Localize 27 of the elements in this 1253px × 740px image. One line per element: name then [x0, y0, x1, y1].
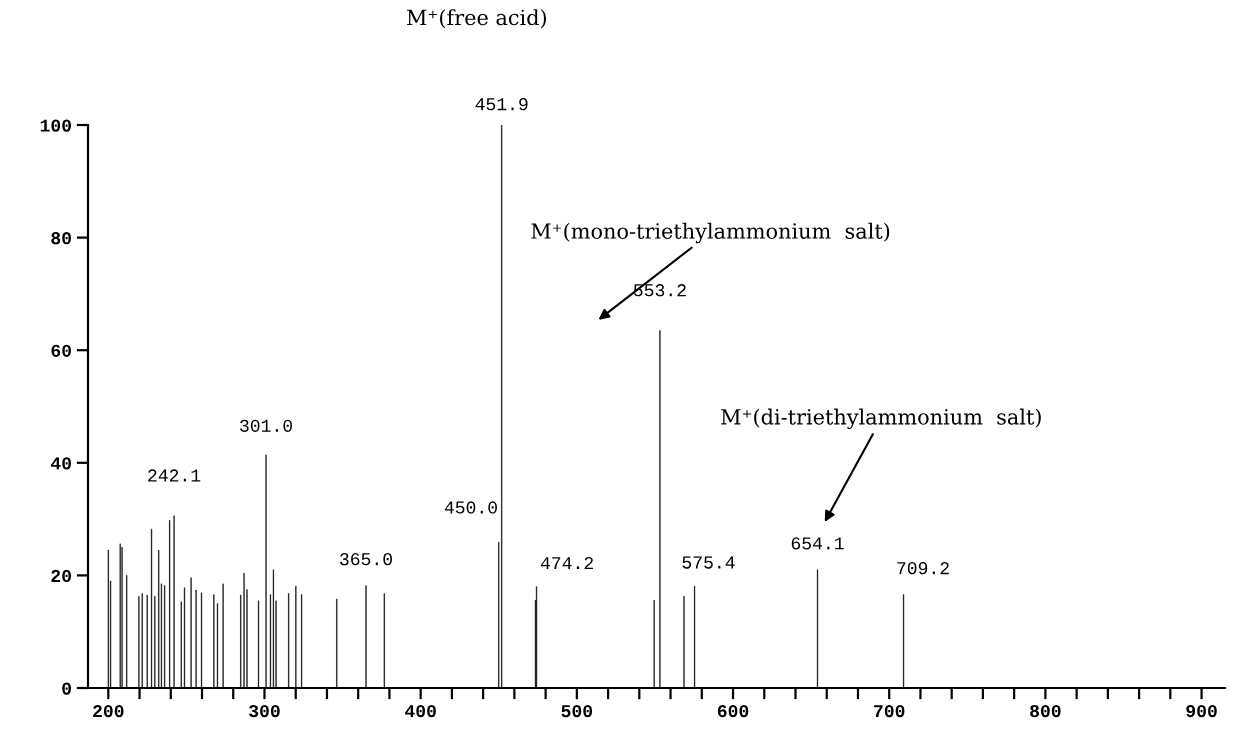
annotation: 365.0 — [340, 553, 392, 566]
annotation: 709.2 — [897, 562, 949, 575]
x-tick-label: 600 — [717, 704, 749, 718]
y-tick-label: 100 — [40, 119, 71, 132]
annotation: 301.0 — [240, 419, 293, 432]
annotation: 553.2 — [633, 284, 686, 297]
y-tick-label: 0 — [62, 682, 71, 695]
x-tick-label: 400 — [405, 704, 436, 718]
annotation: 575.4 — [682, 556, 735, 569]
x-tick-label: 800 — [1030, 704, 1061, 718]
annotation: 450.0 — [444, 501, 497, 514]
text: M⁺(free acid) — [407, 9, 547, 29]
annotation: 451.9 — [475, 98, 528, 111]
annotation: 474.2 — [540, 556, 593, 570]
annotation: M⁺(di-triethylammonium salt) — [721, 408, 1041, 430]
y-tick-label: 80 — [51, 232, 71, 245]
annotation: 654.1 — [791, 537, 844, 550]
y-tick-label: 40 — [50, 457, 71, 470]
y-tick-label: 20 — [51, 569, 71, 583]
annotation: M⁺(mono-triethylammonium salt) — [531, 222, 890, 244]
x-tick-label: 300 — [249, 704, 280, 718]
x-tick-label: 500 — [561, 704, 593, 718]
x-tick-label: 700 — [874, 704, 905, 718]
annotation: 242.1 — [148, 469, 201, 482]
x-tick-label: 900 — [1186, 704, 1217, 718]
x-tick-label: 200 — [93, 704, 124, 718]
y-tick-label: 60 — [51, 344, 71, 357]
